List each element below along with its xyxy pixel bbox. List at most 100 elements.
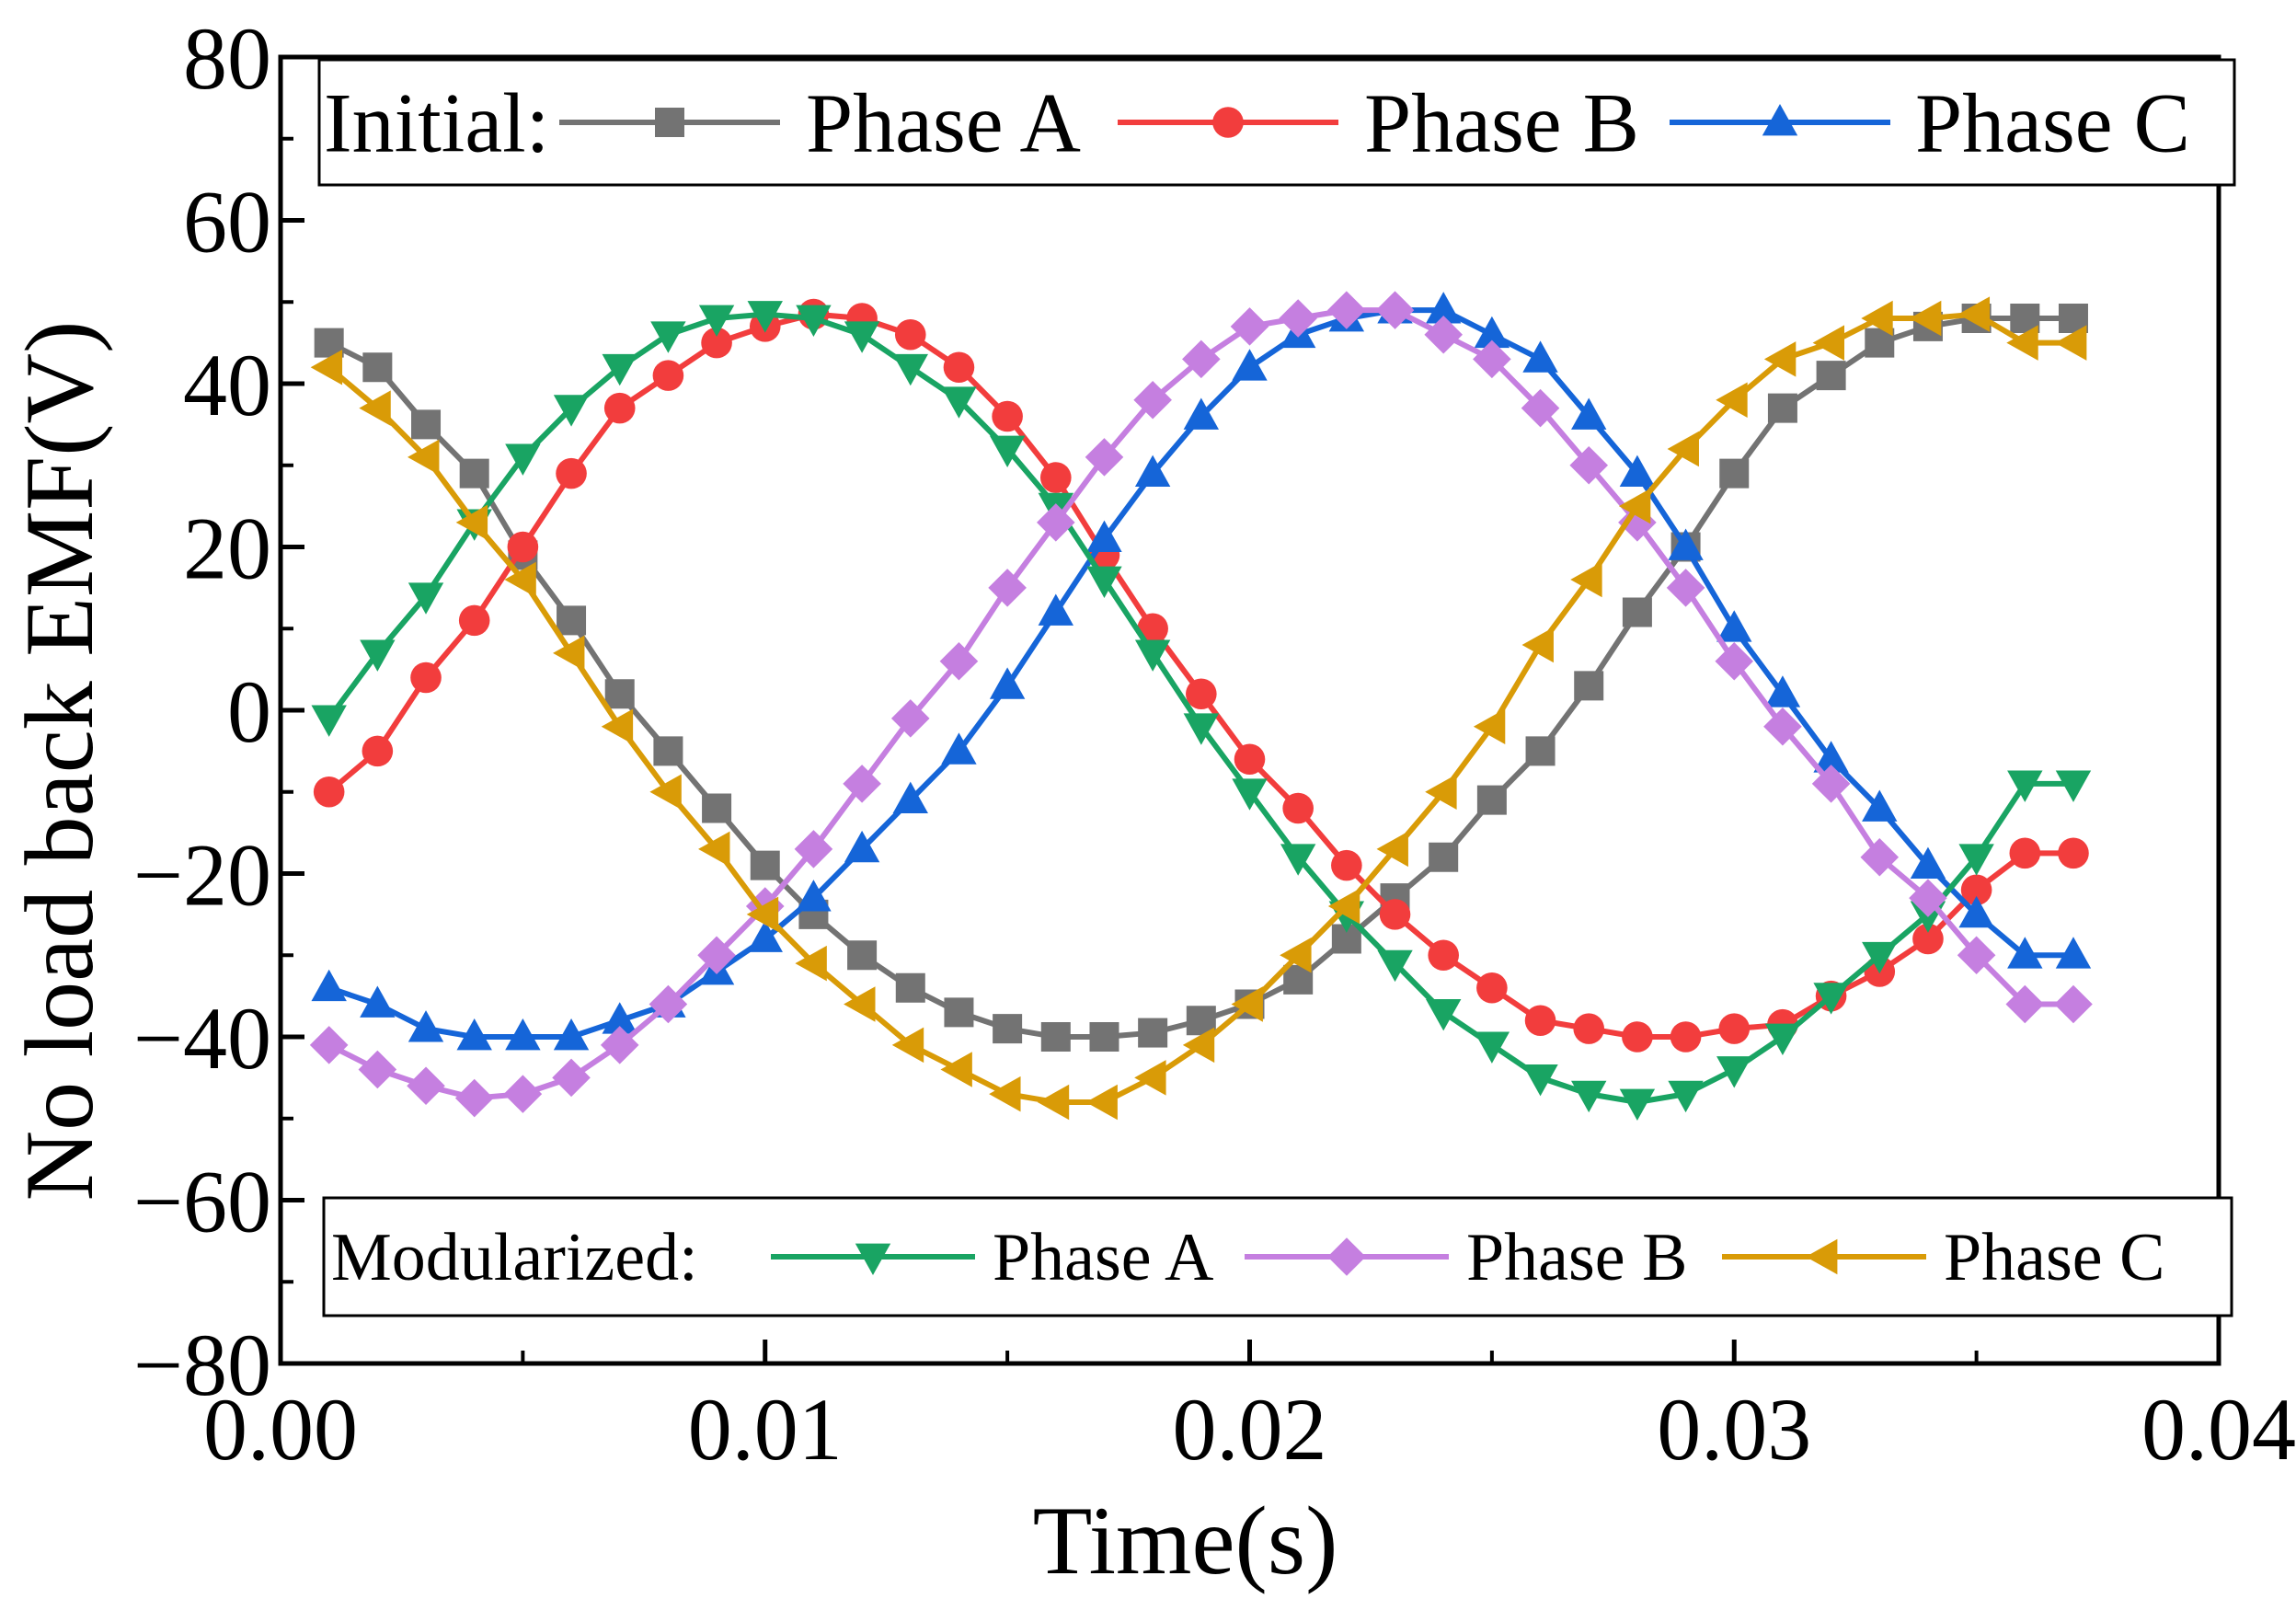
data-point [1958, 895, 1994, 928]
data-point [410, 661, 442, 694]
data-point [702, 793, 732, 823]
legend-entry-label: Phase C [1944, 1220, 2165, 1295]
data-point [1521, 627, 1554, 663]
data-point [1862, 941, 1898, 974]
y-tick-label: 20 [183, 500, 271, 598]
data-point [1182, 1027, 1215, 1064]
data-point [2007, 937, 2043, 969]
data-point [747, 920, 783, 952]
data-point [847, 940, 878, 971]
data-point [2006, 325, 2038, 361]
data-point [941, 732, 977, 765]
data-point [407, 1066, 445, 1106]
data-point [311, 705, 347, 737]
data-point [1521, 388, 1560, 428]
data-point [1522, 340, 1558, 373]
data-point [1957, 936, 1996, 975]
data-point [1231, 986, 1263, 1022]
y-axis-title: No load back EMF(V) [6, 321, 113, 1202]
data-point [796, 305, 832, 337]
data-point [456, 1018, 492, 1051]
data-point [557, 605, 587, 636]
data-point [697, 936, 736, 975]
data-point [1476, 972, 1508, 1004]
data-point [1571, 1080, 1607, 1113]
data-point [504, 561, 536, 598]
data-point [894, 318, 926, 351]
data-point [1619, 1088, 1656, 1121]
data-point [890, 699, 930, 738]
data-point [1474, 316, 1510, 349]
data-point [1570, 561, 1602, 598]
data-point [1279, 299, 1317, 338]
data-point [944, 997, 974, 1028]
data-point [1473, 708, 1506, 744]
data-point [309, 1026, 349, 1064]
x-tick-label: 0.02 [1173, 1380, 1327, 1478]
x-tick-label: 0.03 [1657, 1380, 1811, 1478]
data-point [553, 395, 590, 427]
data-point [1666, 569, 1705, 607]
data-point [989, 667, 1026, 699]
x-tick-label: 0.04 [2141, 1380, 2296, 1478]
data-point [941, 386, 977, 419]
data-point [603, 392, 636, 424]
data-point [1860, 837, 1900, 877]
data-point [1426, 292, 1462, 324]
data-point [1861, 300, 1893, 337]
data-point [1574, 671, 1604, 701]
data-point [1716, 610, 1752, 642]
data-point [455, 504, 488, 541]
data-point [1280, 844, 1316, 876]
data-point [1763, 707, 1802, 746]
data-point [747, 301, 783, 333]
data-point [1230, 307, 1269, 346]
data-point [1524, 1005, 1556, 1037]
data-point [1813, 741, 1849, 773]
data-point [458, 604, 490, 637]
legend-marker [855, 1243, 891, 1275]
data-point [1573, 1013, 1605, 1044]
data-point [1767, 393, 1797, 423]
data-point [1037, 503, 1075, 542]
data-point [1138, 1018, 1168, 1048]
data-point [1862, 789, 1898, 822]
data-point [2007, 770, 2043, 802]
data-point [701, 327, 732, 359]
x-tick-label: 0.00 [203, 1380, 358, 1478]
data-point [556, 457, 587, 489]
data-point [313, 776, 345, 808]
data-point [2005, 984, 2045, 1024]
data-point [1569, 445, 1609, 485]
data-point [360, 639, 396, 672]
data-point [507, 531, 539, 563]
y-tick-label: −40 [133, 989, 271, 1087]
data-point [795, 945, 827, 982]
data-point [362, 735, 394, 767]
data-point [1474, 1031, 1510, 1064]
data-point [1183, 713, 1220, 745]
data-point [1040, 462, 1072, 493]
data-point [1428, 939, 1459, 972]
data-point [1522, 1064, 1558, 1097]
y-tick-label: −80 [133, 1316, 271, 1414]
data-point [891, 1027, 924, 1064]
y-tick-label: −20 [133, 826, 271, 925]
data-point [1429, 842, 1459, 872]
data-point [1182, 339, 1221, 379]
data-point [1912, 923, 1944, 955]
data-point [408, 1010, 444, 1042]
data-point [1618, 488, 1651, 524]
series-modularized-phase-c [310, 296, 2087, 1121]
data-point [362, 352, 393, 383]
legend-marker [1327, 1237, 1366, 1276]
data-point [553, 1018, 590, 1051]
data-point [360, 985, 396, 1018]
data-point [1234, 743, 1266, 776]
data-point [993, 1014, 1023, 1044]
data-point [2058, 837, 2089, 869]
data-point [1667, 431, 1699, 467]
data-point [503, 1075, 543, 1113]
data-point [311, 969, 347, 1002]
data-point [1086, 520, 1122, 553]
